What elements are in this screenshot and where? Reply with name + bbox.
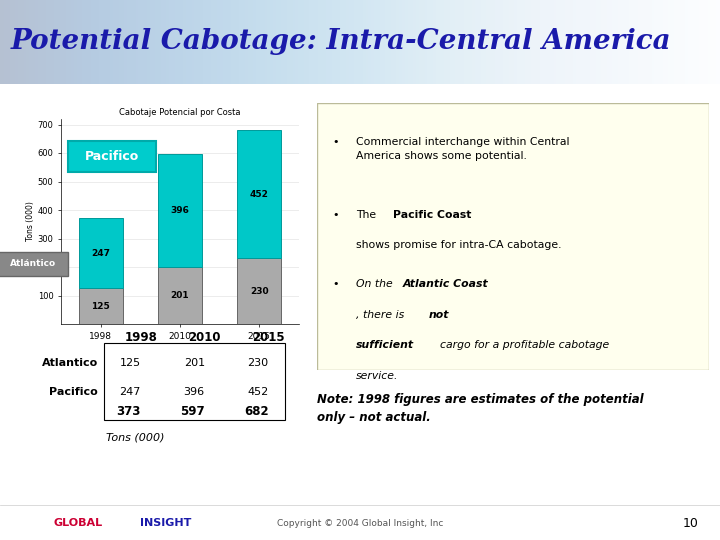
Bar — [238, 130, 281, 259]
Bar — [104, 343, 284, 420]
Text: GLOBAL: GLOBAL — [54, 518, 103, 529]
Bar — [238, 259, 281, 324]
Text: 247: 247 — [120, 387, 141, 397]
Text: cargo for a profitable cabotage: cargo for a profitable cabotage — [441, 341, 610, 350]
Text: Note: 1998 figures are estimates of the potential
only – not actual.: Note: 1998 figures are estimates of the … — [317, 393, 644, 424]
Text: INSIGHT: INSIGHT — [140, 518, 192, 529]
Text: •: • — [333, 137, 339, 147]
Text: 2015: 2015 — [253, 331, 285, 344]
Text: Tons (000): Tons (000) — [107, 432, 165, 442]
Text: The: The — [356, 210, 379, 220]
Text: 230: 230 — [250, 287, 269, 296]
Text: 597: 597 — [180, 404, 204, 417]
Text: Potential Cabotage: Intra-Central America: Potential Cabotage: Intra-Central Americ… — [11, 28, 672, 56]
Text: 125: 125 — [91, 302, 110, 310]
Bar — [158, 154, 202, 267]
Text: 247: 247 — [91, 249, 110, 258]
Text: Copyright © 2004 Global Insight, Inc: Copyright © 2004 Global Insight, Inc — [276, 519, 444, 528]
Text: shows promise for intra-CA cabotage.: shows promise for intra-CA cabotage. — [356, 240, 562, 250]
FancyBboxPatch shape — [68, 141, 156, 172]
Bar — [79, 288, 122, 324]
Text: 1998: 1998 — [125, 331, 157, 344]
FancyBboxPatch shape — [317, 103, 709, 370]
Text: •: • — [333, 279, 339, 289]
Text: Commercial interchange within Central
America shows some potential.: Commercial interchange within Central Am… — [356, 137, 570, 160]
Text: Pacific Coast: Pacific Coast — [392, 210, 471, 220]
Text: Pacifico: Pacifico — [50, 387, 98, 397]
Legend: Atlantico, Pacifico: Atlantico, Pacifico — [128, 367, 232, 382]
Text: •: • — [333, 210, 339, 220]
Text: not: not — [428, 310, 449, 320]
Text: 396: 396 — [171, 206, 189, 215]
Bar — [158, 267, 202, 324]
Text: Pacifico: Pacifico — [85, 150, 140, 163]
Text: sufficient: sufficient — [356, 341, 414, 350]
Text: 452: 452 — [248, 387, 269, 397]
Text: service.: service. — [356, 371, 399, 381]
Y-axis label: Tons (000): Tons (000) — [26, 201, 35, 241]
Text: Atlantic Coast: Atlantic Coast — [402, 279, 488, 289]
Text: 125: 125 — [120, 359, 141, 368]
Title: Cabotaje Potencial por Costa: Cabotaje Potencial por Costa — [120, 107, 240, 117]
Text: 373: 373 — [117, 404, 141, 417]
Text: Atlántico: Atlántico — [9, 259, 55, 268]
Text: 452: 452 — [250, 190, 269, 199]
Text: , there is: , there is — [356, 310, 408, 320]
Text: Atlantico: Atlantico — [42, 359, 98, 368]
Text: 396: 396 — [184, 387, 204, 397]
FancyBboxPatch shape — [0, 252, 68, 276]
Text: 230: 230 — [248, 359, 269, 368]
Bar — [79, 218, 122, 288]
Text: 2010: 2010 — [189, 331, 221, 344]
Text: 201: 201 — [184, 359, 204, 368]
Text: On the: On the — [356, 279, 396, 289]
Text: 682: 682 — [244, 404, 269, 417]
Text: 10: 10 — [683, 517, 698, 530]
Text: 201: 201 — [171, 291, 189, 300]
